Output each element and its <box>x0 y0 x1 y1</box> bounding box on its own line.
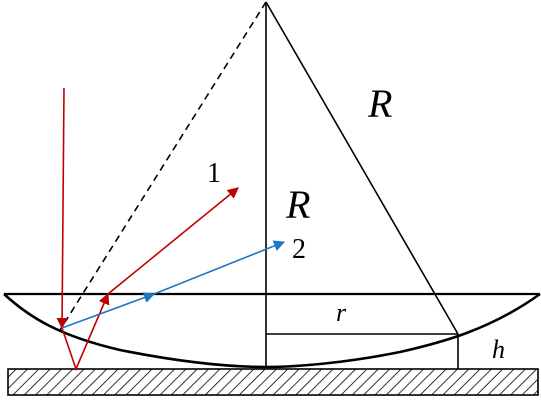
glass-plate <box>7 368 539 396</box>
ray-two-segment-a <box>61 292 156 329</box>
label-height: h <box>492 335 505 364</box>
ray-two-segment-b <box>153 240 286 295</box>
dashed-radius-line <box>59 1 267 331</box>
label-ray-one: 1 <box>207 158 221 189</box>
incident-ray <box>56 87 68 330</box>
ray-one-path <box>61 292 110 372</box>
ray-one-outgoing <box>107 187 239 295</box>
label-half-width: r <box>336 298 347 327</box>
label-radius-inner: R <box>285 182 310 227</box>
lens-curved-surface <box>3 292 541 369</box>
label-radius-big: R <box>367 81 392 126</box>
radius-line <box>265 1 459 335</box>
label-ray-two: 2 <box>292 234 306 265</box>
